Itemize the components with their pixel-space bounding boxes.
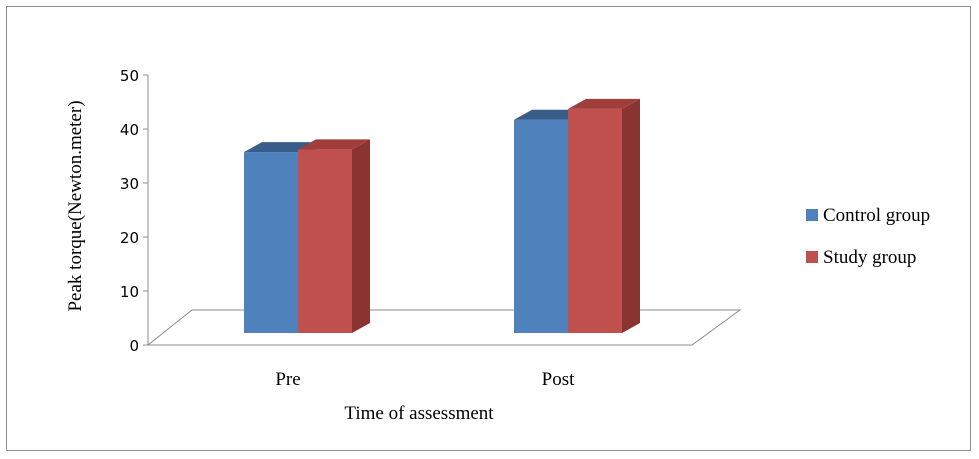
bar-side	[622, 98, 640, 334]
x-axis-title: Time of assessment	[344, 403, 494, 424]
bar-front	[244, 152, 298, 333]
bar-top	[298, 139, 370, 150]
legend-label: Control group	[823, 205, 930, 226]
chart-frame	[6, 6, 971, 451]
y-tick-label: 50	[120, 67, 139, 85]
x-category-label: Post	[542, 369, 575, 390]
bar-side	[352, 139, 370, 333]
y-tick-label: 30	[120, 175, 139, 193]
legend-label: Study group	[823, 247, 916, 268]
y-axis-title: Peak torque(Newton.meter)	[65, 100, 86, 311]
bar-top	[568, 98, 640, 109]
y-tick-label: 40	[120, 121, 139, 139]
legend-swatch	[806, 251, 818, 263]
chart-floor	[146, 309, 742, 346]
bar-front	[298, 149, 352, 333]
bar-front	[514, 119, 568, 333]
y-tick-label: 20	[120, 229, 139, 247]
bar-front	[568, 108, 622, 334]
y-tick-label: 10	[120, 283, 139, 301]
y-tick-label: 0	[129, 337, 139, 355]
legend-swatch	[806, 209, 818, 221]
x-category-label: Pre	[275, 369, 300, 390]
